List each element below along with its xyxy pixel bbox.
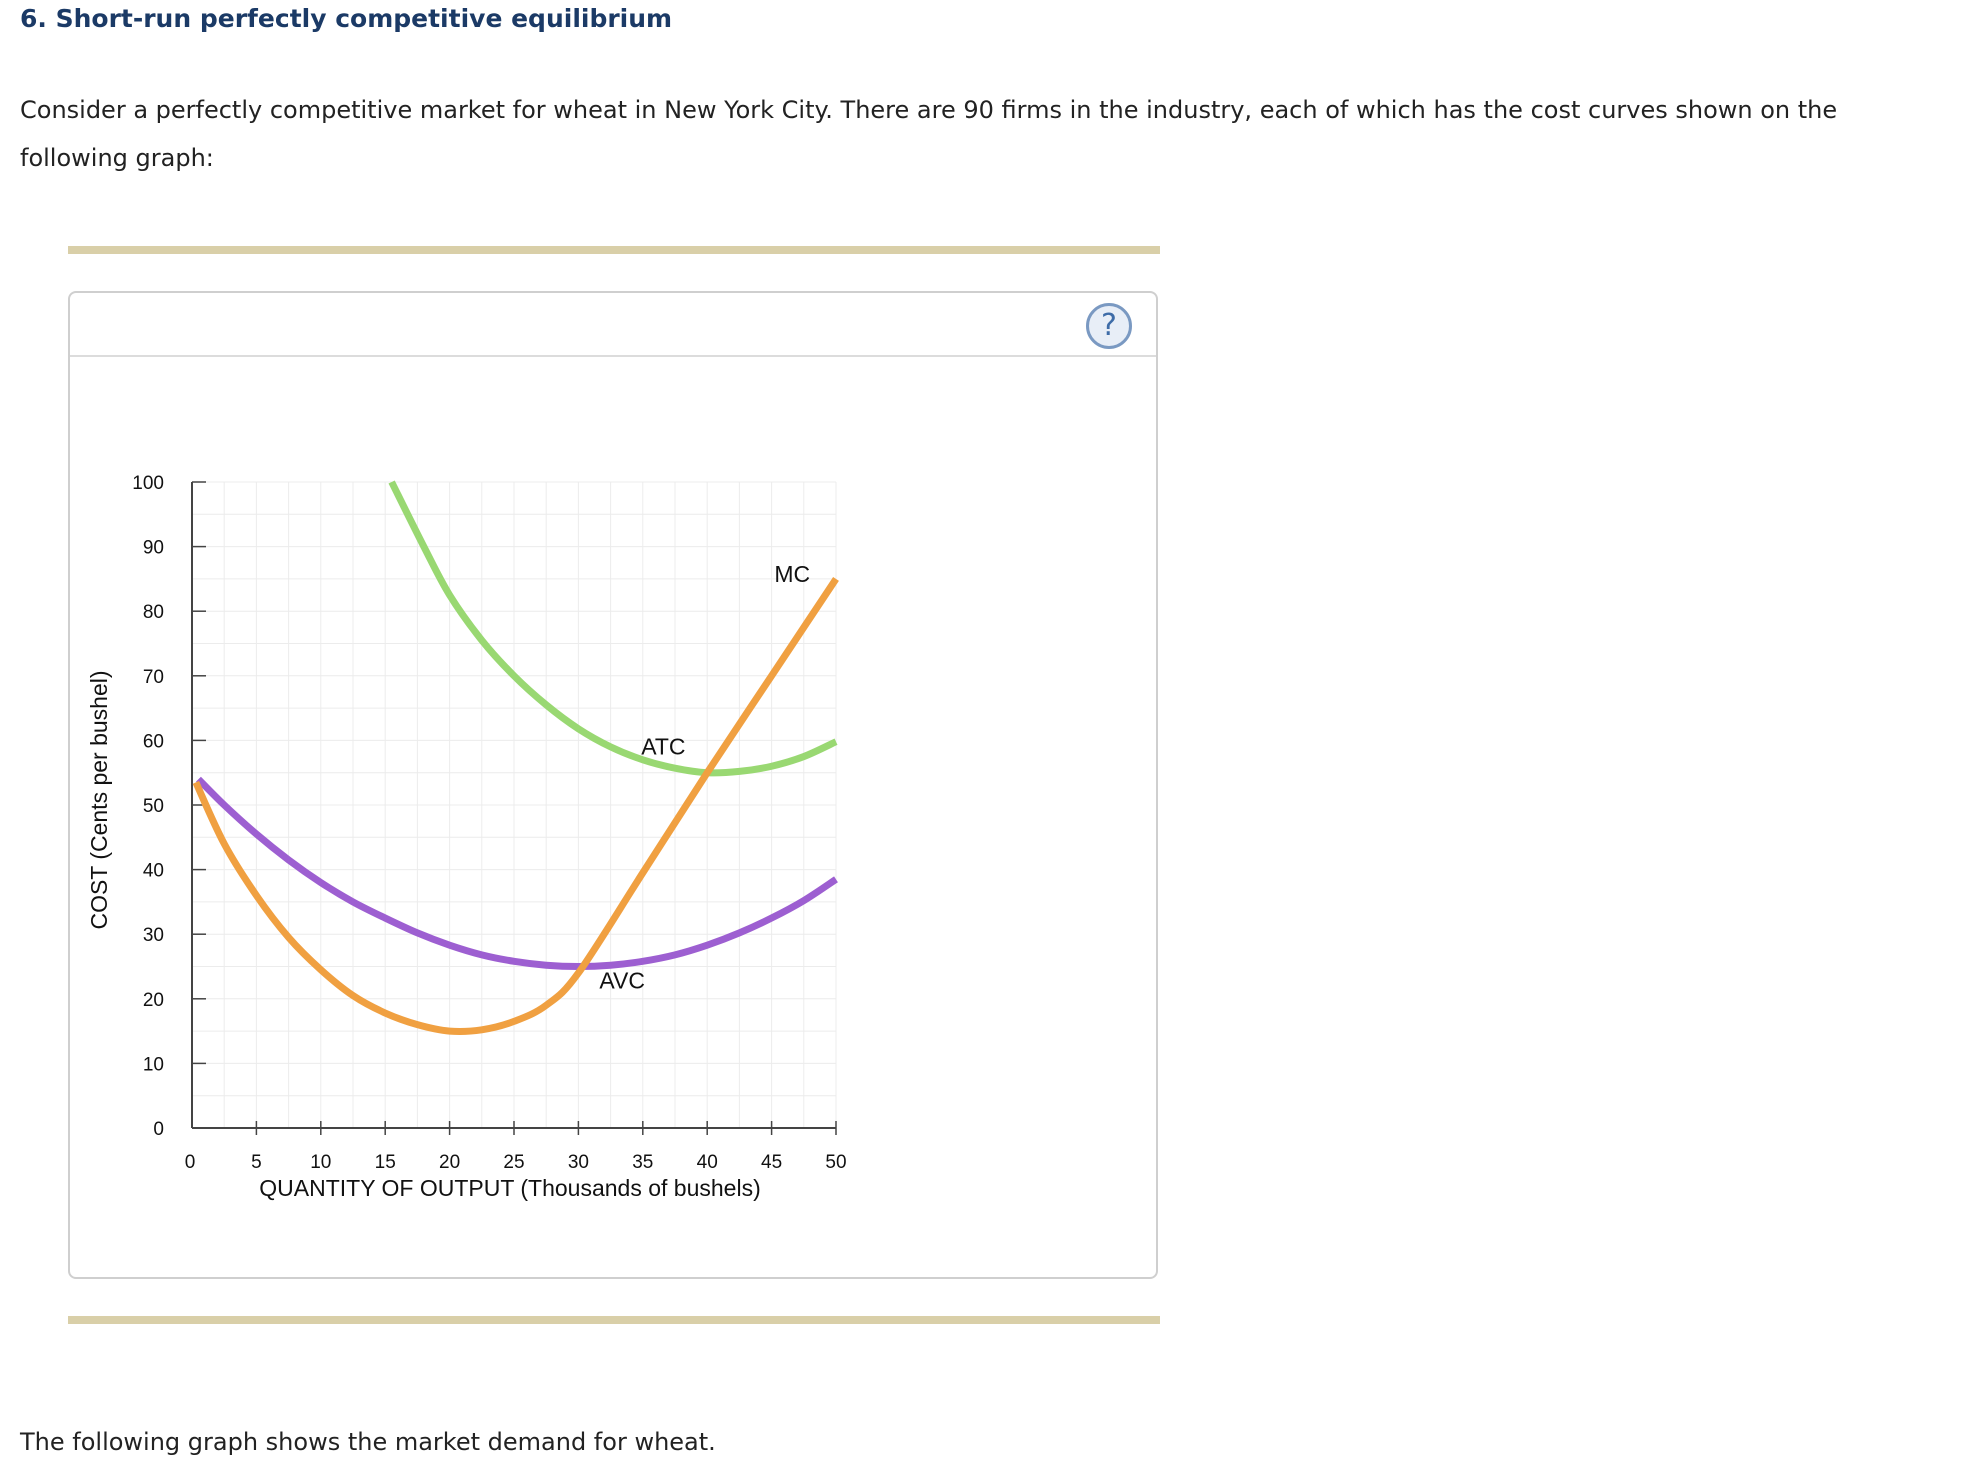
- graph-panel-header: [70, 293, 1156, 357]
- x-tick-label: 35: [632, 1152, 653, 1173]
- x-tick-label: 50: [825, 1152, 846, 1173]
- help-button[interactable]: ?: [1086, 303, 1132, 349]
- question-intro: Consider a perfectly competitive market …: [20, 96, 1838, 172]
- question-title: 6. Short-run perfectly competitive equil…: [20, 4, 673, 33]
- x-tick-label: 10: [310, 1152, 331, 1173]
- x-tick-label: 5: [251, 1152, 262, 1173]
- series-line-avc: [195, 776, 838, 970]
- x-tick-label: 30: [568, 1152, 589, 1173]
- x-tick-label: 40: [697, 1152, 718, 1173]
- x-tick-label: 15: [375, 1152, 396, 1173]
- x-tick-label: 45: [761, 1152, 782, 1173]
- curve-label-mc: MC: [774, 561, 810, 587]
- footer-text: The following graph shows the market dem…: [20, 1428, 716, 1456]
- y-tick-label: 90: [143, 538, 164, 559]
- y-tick-label: 80: [143, 602, 164, 623]
- chart-series: [192, 480, 839, 1035]
- y-tick-label: 70: [143, 667, 164, 688]
- chart-labels: ATC AVC MC: [599, 561, 810, 993]
- chart-grid: [191, 481, 837, 1129]
- y-tick-label: 60: [143, 731, 164, 752]
- series-line-atc: [388, 480, 838, 777]
- x-tick-label: 20: [439, 1152, 460, 1173]
- bottom-divider: [68, 1316, 1160, 1324]
- y-tick-label: 20: [143, 990, 164, 1011]
- y-tick-label: 30: [143, 925, 164, 946]
- x-tick-label: 25: [503, 1152, 524, 1173]
- graph-panel: [68, 291, 1158, 1279]
- y-tick-label: 40: [143, 861, 164, 882]
- chart-axes: 0 5 10 15 20 25 30 35 40 45 50 0 10 20 30 40 50 60 70 80 90 1…: [132, 473, 846, 1173]
- y-tick-label: 50: [143, 796, 164, 817]
- y-axis-label: COST (Cents per bushel): [86, 670, 112, 929]
- cost-curves-chart: 0 5 10 15 20 25 30 35 40 45 50 0 10 20 30 40 50 60 70 80 90 1…: [86, 473, 847, 1201]
- x-tick-label: 0: [185, 1152, 196, 1173]
- curve-label-avc: AVC: [599, 967, 645, 993]
- series-line-mc: [192, 576, 839, 1035]
- x-axis-label: QUANTITY OF OUTPUT (Thousands of bushels…: [259, 1175, 760, 1201]
- y-tick-label: 0: [153, 1119, 164, 1140]
- y-tick-label: 10: [143, 1054, 164, 1075]
- top-divider: [68, 246, 1160, 254]
- y-tick-label: 100: [132, 473, 164, 494]
- curve-label-atc: ATC: [641, 734, 685, 760]
